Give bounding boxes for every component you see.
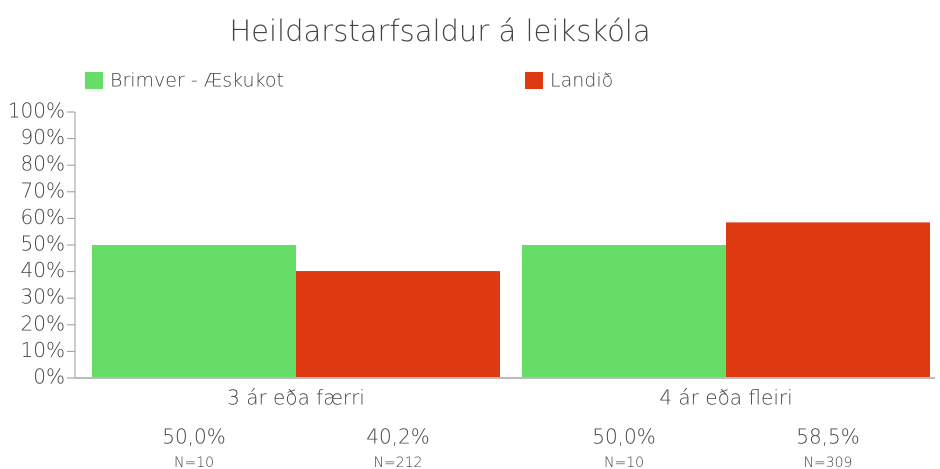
x-tick-label: 4 ár eða fleiri	[659, 386, 792, 410]
bar	[296, 271, 500, 378]
x-tick-label: 3 ár eða færri	[227, 386, 365, 410]
n-label: N=309	[804, 455, 853, 469]
y-tick-label: 100%	[8, 99, 65, 123]
y-tick-label: 60%	[21, 205, 65, 229]
value-label: 50,0%	[162, 425, 226, 449]
chart-title: Heildarstarfsaldur á leikskóla	[229, 14, 650, 48]
value-label: 40,2%	[366, 425, 430, 449]
y-tick-label: 20%	[21, 311, 65, 335]
y-tick-label: 10%	[21, 338, 65, 362]
n-label: N=10	[604, 455, 644, 469]
n-label: N=10	[174, 455, 214, 469]
y-tick-label: 0%	[33, 365, 65, 389]
legend-swatch	[525, 72, 543, 89]
legend-label: Brimver - Æskukot	[110, 70, 284, 92]
y-tick-label: 50%	[21, 232, 65, 256]
bar	[726, 222, 930, 378]
y-tick-label: 30%	[21, 285, 65, 309]
bar	[522, 245, 726, 378]
legend-swatch	[85, 72, 103, 89]
value-label: 58,5%	[796, 425, 860, 449]
n-label: N=212	[374, 455, 423, 469]
y-tick-label: 70%	[21, 178, 65, 202]
y-tick-label: 90%	[21, 125, 65, 149]
y-tick-label: 80%	[21, 152, 65, 176]
bar	[92, 245, 296, 378]
legend-label: Landið	[550, 70, 613, 92]
value-label: 50,0%	[592, 425, 656, 449]
y-tick-label: 40%	[21, 258, 65, 282]
